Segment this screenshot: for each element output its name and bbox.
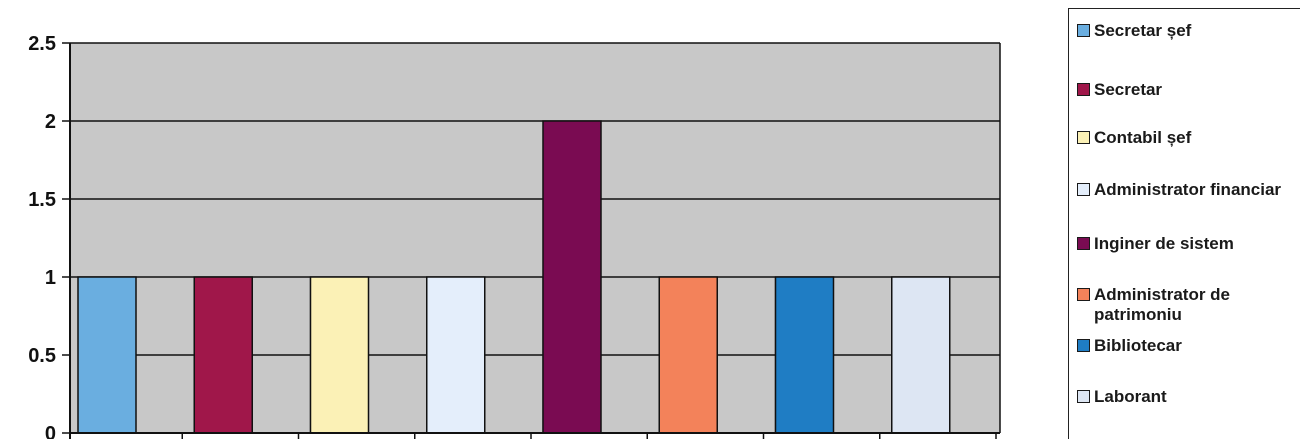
y-tick-label: 0 xyxy=(45,423,56,439)
legend-label: Secretar șef xyxy=(1094,21,1192,40)
bar xyxy=(774,276,835,434)
legend-swatch xyxy=(1077,83,1090,96)
legend-item: Laborant xyxy=(1077,387,1167,407)
bar xyxy=(193,276,253,434)
bar xyxy=(426,276,486,434)
legend-label: Inginer de sistem xyxy=(1094,234,1234,253)
bar xyxy=(77,276,137,434)
y-tick-label: 1.5 xyxy=(28,189,56,211)
y-tick-label: 2 xyxy=(45,111,56,133)
legend-swatch xyxy=(1077,24,1090,37)
y-tick-label: 1 xyxy=(45,267,56,289)
legend-label: Secretar xyxy=(1094,80,1163,99)
legend-swatch xyxy=(1077,131,1090,144)
legend-label: Laborant xyxy=(1094,387,1167,406)
legend-item: Secretar șef xyxy=(1077,21,1191,41)
legend: Secretar șef Secretar Contabil șef Admin… xyxy=(1068,8,1300,439)
legend-swatch xyxy=(1077,339,1090,352)
plot-area xyxy=(70,42,1001,434)
bar xyxy=(891,276,951,434)
bar xyxy=(309,276,370,434)
legend-label: Administrator de patrimoniu xyxy=(1094,285,1231,324)
legend-label: Contabil șef xyxy=(1094,128,1192,147)
legend-label: Administrator financiar xyxy=(1094,180,1282,199)
legend-swatch xyxy=(1077,183,1090,196)
y-tick-label: 2.5 xyxy=(28,33,56,55)
legend-item: Contabil șef xyxy=(1077,128,1191,148)
bar xyxy=(658,276,718,434)
legend-label: Bibliotecar xyxy=(1094,336,1182,355)
y-axis: 0 0.5 1 1.5 2 2.5 xyxy=(28,33,1000,439)
legend-swatch xyxy=(1077,390,1090,403)
legend-item: Bibliotecar xyxy=(1077,336,1182,356)
legend-item: Administrator de patrimoniu xyxy=(1077,285,1264,325)
y-tick-label: 0.5 xyxy=(28,345,56,367)
bar xyxy=(542,120,602,434)
legend-item: Inginer de sistem xyxy=(1077,234,1234,254)
legend-item: Secretar xyxy=(1077,80,1162,100)
legend-swatch xyxy=(1077,288,1090,301)
legend-item: Administrator financiar xyxy=(1077,180,1281,200)
legend-swatch xyxy=(1077,237,1090,250)
bar-chart: 0 0.5 1 1.5 2 2.5 xyxy=(28,33,1001,439)
